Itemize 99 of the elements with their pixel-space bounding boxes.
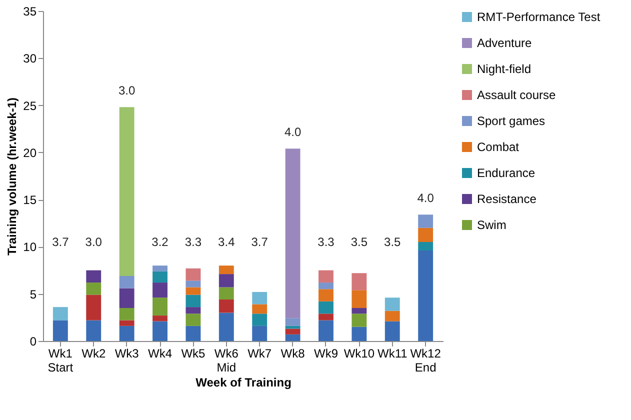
bar bbox=[152, 266, 168, 272]
x-tick-label: Wk2 bbox=[82, 346, 106, 360]
annotation: 3.2 bbox=[152, 235, 169, 249]
annotation: 3.4 bbox=[218, 235, 236, 249]
x-tick-label: Wk12 End bbox=[410, 346, 442, 374]
y-tick-label: 25 bbox=[23, 98, 37, 113]
bar bbox=[384, 321, 400, 341]
x-tick-label: Wk7 bbox=[248, 346, 272, 360]
bar bbox=[186, 307, 201, 314]
annotation: 3.7 bbox=[251, 235, 268, 249]
bar bbox=[318, 282, 334, 290]
bar bbox=[218, 266, 234, 274]
annotation: 3.0 bbox=[85, 235, 102, 249]
bar bbox=[119, 288, 134, 308]
y-tick-label: 0 bbox=[30, 334, 37, 348]
bar bbox=[252, 326, 268, 341]
y-tick-label: 30 bbox=[23, 52, 37, 66]
bar bbox=[252, 304, 268, 314]
x-tick-label: Wk10 bbox=[344, 346, 375, 360]
x-tick-label: Wk6 Mid bbox=[214, 346, 239, 374]
bar bbox=[352, 308, 367, 314]
legend-label: RMT-Performance Test bbox=[477, 10, 601, 24]
y-tick-label: 10 bbox=[23, 240, 37, 254]
bar bbox=[318, 320, 334, 341]
x-axis-title: Week of Training bbox=[196, 376, 292, 390]
x-tick-label: Wk1 Start bbox=[48, 346, 74, 374]
bar bbox=[352, 314, 367, 327]
bar bbox=[218, 287, 234, 300]
y-axis-title: Training volume (hr.week-1) bbox=[5, 97, 20, 256]
bar bbox=[186, 314, 201, 326]
bar bbox=[119, 326, 134, 341]
bar bbox=[318, 289, 334, 302]
bar bbox=[418, 250, 434, 341]
bar bbox=[186, 268, 201, 281]
annotation: 3.5 bbox=[350, 235, 368, 249]
bar bbox=[352, 273, 367, 290]
legend-label: Adventure bbox=[477, 36, 532, 50]
annotation: 3.3 bbox=[318, 235, 335, 249]
bar bbox=[318, 314, 334, 320]
x-tick-label: Wk4 bbox=[148, 346, 172, 360]
bar bbox=[152, 316, 168, 322]
legend-label: Swim bbox=[477, 218, 506, 232]
annotation: 3.7 bbox=[52, 235, 70, 249]
legend-label: Combat bbox=[477, 140, 520, 154]
bar bbox=[218, 274, 234, 288]
bar bbox=[252, 314, 268, 326]
bar bbox=[186, 294, 201, 308]
bar bbox=[418, 214, 434, 228]
bar bbox=[252, 292, 268, 304]
legend-label: Night-field bbox=[477, 62, 532, 76]
bar bbox=[418, 242, 434, 250]
annotation: 3.0 bbox=[118, 84, 136, 98]
bar bbox=[285, 328, 300, 334]
annotation: 4.0 bbox=[417, 191, 434, 206]
bar bbox=[186, 326, 201, 341]
y-tick-label: 15 bbox=[23, 193, 37, 208]
y-tick-label: 20 bbox=[23, 146, 37, 160]
bar bbox=[152, 271, 168, 283]
bar bbox=[418, 228, 434, 242]
bar bbox=[86, 282, 102, 295]
bar bbox=[218, 300, 234, 313]
bar bbox=[285, 148, 300, 318]
bar bbox=[186, 287, 201, 295]
annotation: 3.5 bbox=[384, 235, 402, 249]
bar bbox=[285, 334, 300, 341]
bar bbox=[52, 320, 68, 341]
x-tick-label: Wk3 bbox=[114, 346, 140, 360]
bar bbox=[352, 290, 367, 308]
bar bbox=[384, 310, 400, 322]
bar bbox=[318, 301, 334, 314]
bar bbox=[52, 307, 68, 320]
y-tick-label: 5 bbox=[30, 287, 37, 302]
legend-label: Assault course bbox=[477, 88, 556, 102]
bar bbox=[86, 320, 102, 341]
bar bbox=[352, 326, 367, 341]
bar bbox=[384, 298, 400, 311]
bar bbox=[152, 282, 168, 298]
bar bbox=[119, 276, 134, 288]
legend-label: Sport games bbox=[477, 114, 546, 128]
bar bbox=[218, 312, 234, 341]
bar bbox=[186, 280, 201, 288]
bar bbox=[152, 298, 168, 316]
annotation: 3.3 bbox=[184, 235, 202, 249]
y-tick-label: 35 bbox=[23, 4, 37, 18]
legend-label: Endurance bbox=[477, 166, 536, 180]
bar bbox=[86, 294, 102, 320]
x-tick-label: Wk11 bbox=[377, 346, 408, 360]
bar bbox=[318, 270, 334, 283]
x-tick-label: Wk5 bbox=[181, 346, 206, 360]
annotation: 4.0 bbox=[284, 125, 302, 140]
bar bbox=[119, 308, 134, 320]
bar bbox=[119, 320, 134, 326]
bar bbox=[152, 321, 168, 341]
legend-label: Resistance bbox=[477, 192, 537, 206]
bar bbox=[119, 107, 134, 276]
bar bbox=[86, 270, 102, 283]
x-tick-label: Wk9 bbox=[314, 346, 338, 360]
x-tick-label: Wk8 bbox=[280, 346, 306, 360]
bar bbox=[285, 318, 300, 326]
